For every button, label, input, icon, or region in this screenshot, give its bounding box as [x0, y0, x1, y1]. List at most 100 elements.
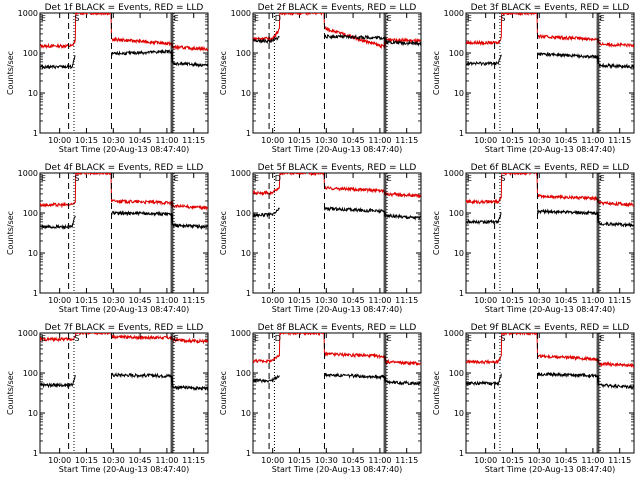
plot-frame	[39, 332, 209, 454]
event-marker-label: S	[500, 174, 505, 183]
event-marker-label: E	[254, 334, 259, 343]
y-tick-label: 10	[241, 409, 251, 418]
series-line-red	[40, 173, 208, 212]
panel-title: Det 1f BLACK = Events, RED = LLD	[45, 3, 204, 13]
y-axis-label: Counts/sec	[219, 211, 228, 255]
x-tick-label: 10:15	[501, 296, 524, 305]
series-line-black	[253, 33, 421, 48]
panel-title: Det 9f BLACK = Events, RED = LLD	[471, 323, 630, 333]
x-tick-label: 10:45	[129, 296, 152, 305]
x-tick-label: 10:30	[315, 136, 338, 145]
x-tick-label: 11:00	[155, 456, 178, 465]
event-marker-label: D	[275, 334, 281, 343]
x-tick-label: 11:15	[182, 296, 205, 305]
y-tick-label: 100	[236, 209, 251, 218]
event-marker-label: E	[467, 334, 472, 343]
x-tick-label: 11:00	[368, 456, 391, 465]
y-tick-label: 10	[454, 89, 464, 98]
panel-title: Det 6f BLACK = Events, RED = LLD	[471, 163, 630, 173]
y-tick-label: 100	[23, 209, 38, 218]
series-line-black	[466, 208, 634, 228]
series-line-red	[466, 13, 634, 49]
panel-title: Det 4f BLACK = Events, RED = LLD	[45, 163, 204, 173]
series-line-red	[253, 173, 421, 199]
y-tick-label: 1000	[444, 9, 464, 18]
panel-det-1: Det 1f BLACK = Events, RED = LLD 1 10 100 10…	[6, 3, 209, 154]
x-tick-label: 10:30	[102, 456, 125, 465]
x-tick-label: 10:00	[48, 296, 71, 305]
series-line-black	[253, 206, 421, 221]
event-marker-label: S	[74, 334, 79, 343]
x-tick-label: 10:45	[129, 456, 152, 465]
x-axis-label: Start Time (20-Aug-13 08:47:40)	[59, 305, 190, 314]
x-tick-label: 11:00	[581, 456, 604, 465]
y-tick-label: 1	[33, 449, 38, 458]
y-tick-label: 10	[454, 409, 464, 418]
series-line-red	[253, 333, 421, 366]
x-tick-label: 11:00	[155, 296, 178, 305]
event-marker-label: E	[174, 14, 179, 23]
y-axis-label: Counts/sec	[432, 371, 441, 415]
x-tick-label: 10:15	[501, 136, 524, 145]
x-tick-label: 11:15	[182, 456, 205, 465]
y-tick-label: 1000	[444, 329, 464, 338]
y-tick-label: 10	[28, 89, 38, 98]
x-tick-label: 11:00	[368, 136, 391, 145]
panel-title: Det 3f BLACK = Events, RED = LLD	[471, 3, 630, 13]
plot-frame	[465, 172, 635, 294]
series-line-black	[466, 51, 634, 70]
event-marker-label: E	[41, 174, 46, 183]
x-tick-label: 10:15	[501, 456, 524, 465]
panel-det-5: Det 5f BLACK = Events, RED = LLD 1 10 100 10…	[219, 163, 422, 314]
y-axis-label: Counts/sec	[432, 211, 441, 255]
y-tick-label: 10	[454, 249, 464, 258]
x-tick-label: 11:15	[395, 456, 418, 465]
x-tick-label: 10:30	[528, 296, 551, 305]
y-tick-label: 1000	[231, 9, 251, 18]
x-tick-label: 10:00	[261, 136, 284, 145]
x-tick-label: 10:15	[288, 456, 311, 465]
x-tick-label: 10:30	[102, 136, 125, 145]
event-marker-label: E	[467, 14, 472, 23]
y-tick-label: 10	[28, 409, 38, 418]
x-tick-label: 11:15	[608, 456, 631, 465]
y-tick-label: 1	[33, 289, 38, 298]
event-marker-label: E	[387, 334, 392, 343]
y-tick-label: 100	[236, 369, 251, 378]
plot-frame	[465, 332, 635, 454]
x-axis-label: Start Time (20-Aug-13 08:47:40)	[59, 145, 190, 154]
x-tick-label: 10:00	[474, 136, 497, 145]
y-axis-label: Counts/sec	[219, 371, 228, 415]
x-tick-label: 10:15	[75, 136, 98, 145]
panel-det-7: Det 7f BLACK = Events, RED = LLD 1 10 100 10…	[6, 323, 209, 474]
panel-det-8: Det 8f BLACK = Events, RED = LLD 1 10 100 10…	[219, 323, 422, 474]
plot-frame	[252, 12, 422, 134]
event-marker-label: S	[500, 334, 505, 343]
plot-frame	[465, 12, 635, 134]
panel-title: Det 8f BLACK = Events, RED = LLD	[258, 323, 417, 333]
panel-title: Det 5f BLACK = Events, RED = LLD	[258, 163, 417, 173]
series-line-red	[253, 13, 421, 50]
x-tick-label: 10:00	[474, 456, 497, 465]
x-axis-label: Start Time (20-Aug-13 08:47:40)	[59, 465, 190, 474]
y-tick-label: 100	[449, 369, 464, 378]
x-tick-label: 11:15	[182, 136, 205, 145]
x-tick-label: 11:15	[395, 296, 418, 305]
series-line-red	[466, 173, 634, 208]
panel-det-6: Det 6f BLACK = Events, RED = LLD 1 10 100 10…	[432, 163, 635, 314]
y-tick-label: 100	[23, 49, 38, 58]
y-tick-label: 1	[246, 129, 251, 138]
x-tick-label: 10:45	[555, 296, 578, 305]
y-tick-label: 10	[28, 249, 38, 258]
y-axis-label: Counts/sec	[432, 51, 441, 95]
series-line-black	[40, 209, 208, 230]
plot-frame	[39, 12, 209, 134]
y-tick-label: 1000	[231, 329, 251, 338]
plot-frame	[39, 172, 209, 294]
y-tick-label: 1	[246, 449, 251, 458]
event-marker-label: E	[467, 174, 472, 183]
y-axis-label: Counts/sec	[6, 371, 15, 415]
series-line-black	[40, 372, 208, 392]
x-tick-label: 10:45	[555, 456, 578, 465]
